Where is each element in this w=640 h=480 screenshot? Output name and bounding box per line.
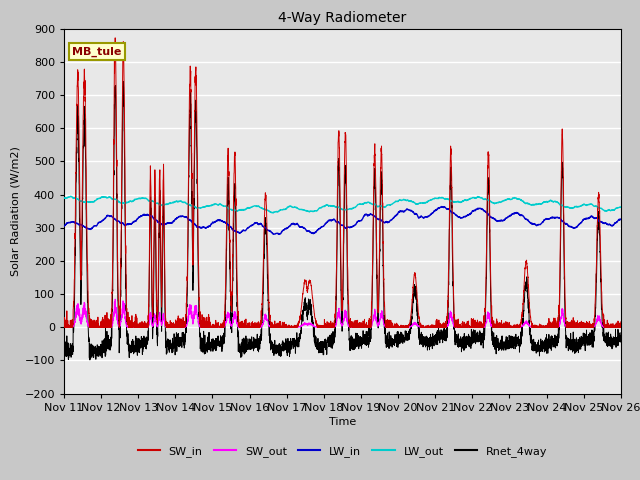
SW_out [617,324,625,330]
Rnet_4way [436,330,444,336]
Rnet_4way [616,338,624,344]
Rnet_4way [161,256,168,262]
Rnet_4way [322,339,330,345]
Rnet_4way [61,358,68,363]
LW_out [322,202,330,208]
LW_in [60,223,68,229]
LW_in [160,222,168,228]
Legend: SW_in, SW_out, LW_in, LW_out, Rnet_4way: SW_in, SW_out, LW_in, LW_out, Rnet_4way [133,441,552,461]
Rnet_4way [499,344,507,350]
LW_out [67,193,75,199]
Text: MB_tule: MB_tule [72,47,122,57]
SW_out [322,324,330,330]
Rnet_4way [60,349,68,355]
SW_out [616,324,624,330]
Title: 4-Way Radiometer: 4-Way Radiometer [278,11,406,25]
SW_in [467,321,475,327]
LW_out [617,204,625,210]
LW_in [275,231,283,237]
Line: SW_out: SW_out [64,299,621,327]
Line: LW_out: LW_out [64,196,621,213]
LW_in [437,204,445,209]
Line: LW_in: LW_in [64,206,621,234]
Rnet_4way [617,330,625,336]
Y-axis label: Solar Radiation (W/m2): Solar Radiation (W/m2) [10,146,20,276]
LW_out [269,210,277,216]
LW_out [616,204,624,210]
LW_out [436,195,444,201]
SW_in [436,324,444,330]
SW_in [161,207,168,213]
SW_out [467,324,475,330]
SW_in [617,319,625,325]
Rnet_4way [468,326,476,332]
SW_in [60,324,68,330]
LW_in [499,218,507,224]
Line: SW_in: SW_in [64,38,621,327]
Rnet_4way [120,79,127,84]
LW_out [60,195,68,201]
LW_out [161,202,168,207]
LW_out [468,195,476,201]
SW_in [322,324,330,330]
SW_in [111,35,119,41]
Line: Rnet_4way: Rnet_4way [64,82,621,360]
SW_in [499,324,507,330]
SW_out [436,324,444,330]
LW_in [468,210,476,216]
LW_out [499,198,507,204]
LW_in [617,217,625,223]
SW_out [111,296,119,302]
LW_in [322,221,330,227]
SW_out [161,318,168,324]
LW_in [616,216,624,222]
SW_out [60,324,68,330]
X-axis label: Time: Time [329,417,356,427]
LW_in [436,204,444,210]
SW_in [616,324,624,330]
SW_out [499,324,507,330]
